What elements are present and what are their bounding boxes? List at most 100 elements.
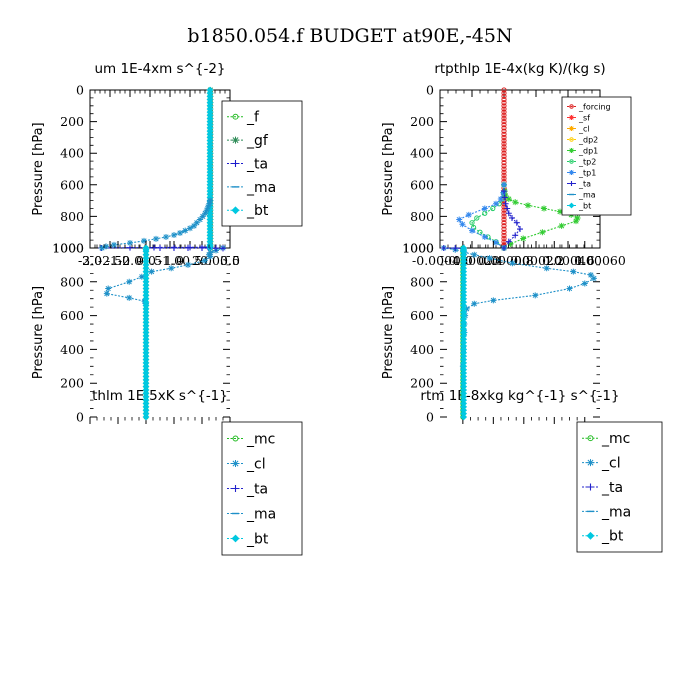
legend-entry-dp2: _dp2 — [567, 135, 598, 144]
legend-entry-cl: _cl — [582, 456, 621, 472]
x-tick-label: 0.5 — [220, 253, 240, 268]
data-point — [153, 235, 159, 242]
data-point — [505, 196, 512, 203]
data-point — [193, 219, 200, 226]
data-point — [126, 278, 133, 285]
data-point — [501, 153, 507, 159]
legend-entry-f: _f — [227, 110, 260, 126]
legend-marker — [587, 459, 594, 467]
legend-label: _ma — [601, 504, 631, 520]
data-point — [199, 213, 206, 220]
data-point — [512, 199, 519, 206]
data-point — [557, 208, 563, 215]
panel-title: thlm 1E-5xK s^{-1} — [92, 388, 228, 404]
data-point — [469, 227, 475, 234]
x-tick-label: -2.5 — [98, 253, 122, 268]
x-tick-label: 0.8 — [514, 253, 534, 268]
legend-marker — [232, 435, 239, 442]
legend-entry-ta: _ta — [227, 156, 268, 172]
legend-entry-mc: _mc — [582, 431, 630, 447]
data-point — [171, 245, 177, 251]
legend-marker — [232, 485, 239, 492]
data-point — [185, 245, 191, 251]
data-point — [440, 245, 447, 251]
data-point — [532, 292, 539, 299]
x-tick-label: 1.0 — [164, 253, 184, 268]
legend-marker — [569, 181, 574, 186]
figure-title: b1850.054.f BUDGET at90E,-45N — [187, 25, 512, 47]
x-tick-label: 0.4 — [483, 253, 503, 268]
data-point — [574, 214, 581, 221]
data-point — [507, 241, 514, 248]
y-tick-label: 0 — [426, 83, 434, 98]
legend-marker — [232, 460, 239, 467]
series-tp1 — [456, 181, 507, 251]
x-tick-label: 0.00060 — [574, 253, 626, 268]
data-point — [501, 226, 507, 232]
y-tick-label: 200 — [410, 376, 434, 391]
data-point — [501, 194, 508, 201]
series-ta — [501, 188, 523, 251]
legend-marker — [569, 115, 574, 120]
data-point — [142, 244, 150, 252]
legend-label: _sf — [578, 113, 590, 122]
data-point — [587, 272, 594, 279]
data-point — [141, 237, 147, 244]
data-point — [490, 297, 497, 304]
data-point — [199, 245, 205, 251]
legend-label: _bt — [246, 531, 269, 547]
data-point — [501, 112, 507, 118]
legend-entry-ma: _ma — [567, 190, 596, 199]
series-unlabeled — [99, 197, 213, 251]
y-tick-label: 1000 — [52, 241, 84, 256]
data-point — [501, 213, 507, 219]
legend-entry-cl: _cl — [567, 124, 590, 133]
y-tick-label: 800 — [60, 209, 84, 224]
legend-label: _dp1 — [578, 146, 598, 155]
legend-label: _bt — [246, 203, 269, 219]
data-point — [502, 200, 509, 207]
legend-label: _f — [246, 110, 260, 126]
x-tick-label: 0.00040 — [542, 253, 594, 268]
legend-label: _mc — [246, 431, 275, 447]
legend-entry-forcing: _forcing — [567, 102, 611, 111]
data-point — [501, 163, 507, 169]
data-point — [501, 119, 507, 125]
data-point — [501, 229, 507, 235]
legend-marker — [586, 531, 595, 540]
legend-marker — [569, 137, 574, 142]
data-point — [474, 215, 480, 221]
legend-marker — [569, 104, 574, 109]
panel-title: rtpthlp 1E-4x(kg K)/(kg s) — [434, 61, 605, 77]
legend-label: _gf — [246, 133, 269, 149]
data-point — [207, 197, 213, 204]
y-tick-label: 0 — [76, 410, 84, 425]
legend-marker — [232, 160, 239, 167]
data-point — [168, 265, 175, 272]
legend: _forcing _sf _cl _dp2 _dp1 _tp2 _tp1 _ta _ma _bt — [561, 96, 632, 216]
data-point — [501, 232, 507, 238]
data-point — [182, 227, 189, 234]
data-point — [501, 122, 507, 128]
legend-entry-sf: _sf — [567, 113, 590, 122]
y-tick-label: 0 — [76, 83, 84, 98]
data-point — [185, 261, 191, 268]
y-tick-label: 600 — [410, 308, 434, 323]
data-point — [501, 235, 507, 242]
legend-entry-bt: _bt — [582, 529, 624, 545]
data-point — [493, 200, 499, 207]
data-point — [205, 203, 211, 210]
data-point — [481, 233, 488, 240]
y-tick-label: 200 — [60, 114, 84, 129]
data-point — [171, 232, 177, 239]
data-point — [573, 218, 579, 225]
data-point — [590, 275, 597, 282]
x-tick-label: -3.0 — [78, 253, 102, 268]
x-tick-label: -0.00020 — [444, 253, 500, 268]
legend-marker — [569, 170, 574, 175]
data-point — [456, 216, 463, 223]
data-point — [509, 214, 515, 221]
legend-entry-gf: _gf — [227, 133, 269, 149]
legend-marker — [587, 483, 594, 491]
legend-label: _cl — [246, 456, 266, 472]
